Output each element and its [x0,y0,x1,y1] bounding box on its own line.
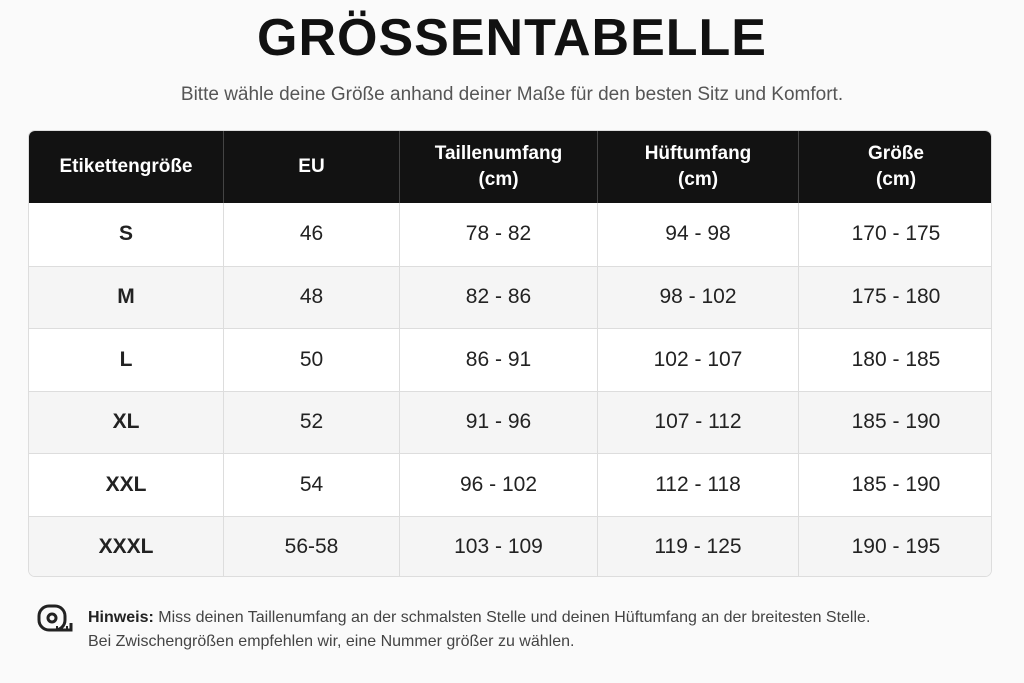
size-label: M [29,265,223,328]
table-cell: 107 - 112 [597,390,798,453]
note-label: Hinweis: [88,609,154,626]
table-cell: 102 - 107 [597,328,798,391]
size-label: L [29,328,223,391]
title: GRÖSSENTABELLE [257,9,767,67]
header-cell: Etikettengröße [29,131,223,203]
note-line: Hinweis: Miss deinen Taillenumfang an de… [88,606,870,630]
table-cell: 185 - 190 [798,453,991,516]
size-label: XXL [29,453,223,516]
size-label: S [29,203,223,266]
note: Hinweis: Miss deinen Taillenumfang an de… [88,606,870,654]
table-cell: 46 [223,203,399,266]
header-text: EU [298,156,325,177]
header-text: (cm) [677,169,719,190]
header-text: Hüftumfang [644,143,752,164]
size-table: Etikettengröße EU Taillenumfang (cm) Hüftumf… [28,130,992,577]
subtitle: Bitte wähle deine Größe anhand deiner Ma… [180,84,844,105]
header-text: Taillenumfang [434,143,563,164]
table-cell: 180 - 185 [798,328,991,391]
table-cell: 98 - 102 [597,265,798,328]
table-cell: 48 [223,265,399,328]
table-cell: 112 - 118 [597,453,798,516]
table-cell: 78 - 82 [399,203,597,266]
table-cell: 185 - 190 [798,390,991,453]
size-label: XL [29,390,223,453]
table-cell: 190 - 195 [798,515,991,576]
table-cell: 54 [223,453,399,516]
header-text: Etikettengröße [59,156,193,177]
header-cell: Taillenumfang (cm) [399,131,597,203]
table-cell: 175 - 180 [798,265,991,328]
table-cell: 50 [223,328,399,391]
tape-icon [37,604,73,632]
note-line: Bei Zwischengrößen empfehlen wir, eine N… [88,633,575,650]
table-cell: 91 - 96 [399,390,597,453]
table-cell: 94 - 98 [597,203,798,266]
size-label: XXXL [29,515,223,576]
table-cell: 103 - 109 [399,515,597,576]
table-cell: 56-58 [223,515,399,576]
table-cell: 86 - 91 [399,328,597,391]
table-cell: 82 - 86 [399,265,597,328]
header-cell: EU [223,131,399,203]
table-cell: 119 - 125 [597,515,798,576]
table-cell: 170 - 175 [798,203,991,266]
header-text: (cm) [875,169,917,190]
header-text: (cm) [478,169,519,190]
header-text: Größe [868,143,924,164]
table-cell: 52 [223,390,399,453]
table-cell: 96 - 102 [399,453,597,516]
header-cell: Hüftumfang (cm) [597,131,798,203]
header-cell: Größe (cm) [798,131,991,203]
note-text: Miss deinen Taillenumfang an der schmals… [158,609,871,626]
